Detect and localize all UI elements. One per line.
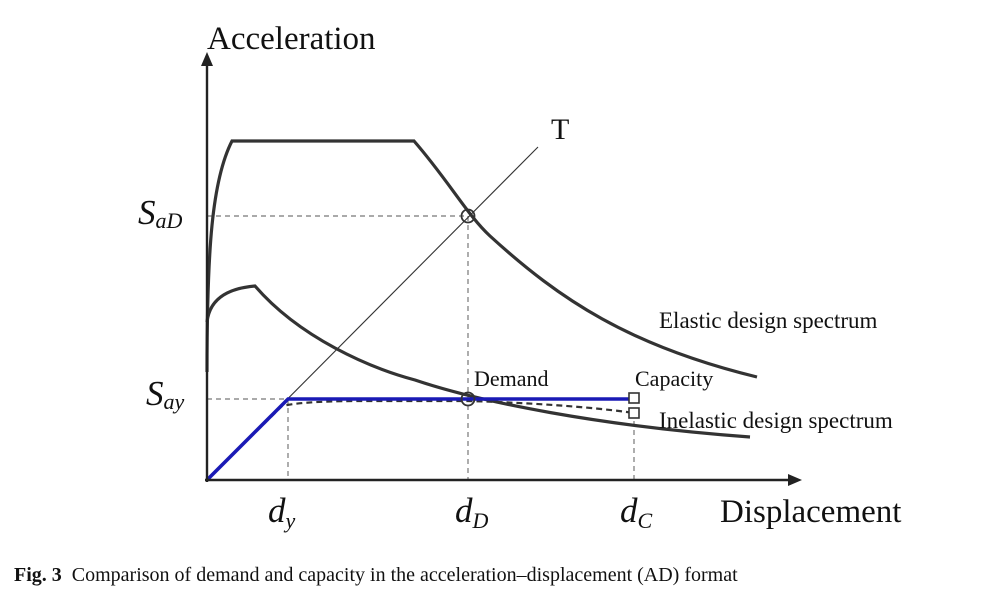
capacity-label: Capacity [635,366,713,391]
x-axis-title: Displacement [720,494,901,530]
figure-number: Fig. 3 [14,564,62,586]
say-tick-label: Say [146,374,185,414]
capacity-point-marker [628,392,640,404]
elastic-spectrum-label: Elastic design spectrum [659,308,878,333]
axes [205,62,790,482]
period-line-label: T [551,113,569,146]
dc-tick-label: dC [620,491,653,533]
dy-tick-label: dy [268,491,296,533]
caption-text: Comparison of demand and capacity in the… [71,564,738,586]
figure-caption: Fig. 3 Comparison of demand and capacity … [14,564,738,587]
ad-format-diagram: Acceleration Displacement T Elastic desi… [138,21,901,533]
degraded-capacity-point-marker [628,407,640,419]
x-axis-arrowhead [788,474,802,486]
degrading-capacity-curve [206,399,635,481]
dd-tick-label: dD [455,491,489,533]
capacity-curve [205,397,634,482]
elastic-design-spectrum-curve [205,139,758,379]
sad-tick-label: SaD [138,193,183,233]
demand-point-marker [460,391,476,407]
elastic-demand-point-marker [460,208,476,224]
inelastic-design-spectrum-curve [205,284,751,439]
y-axis-arrowhead [201,52,213,66]
y-axis-title: Acceleration [207,21,376,57]
inelastic-spectrum-label: Inelastic design spectrum [659,408,893,433]
guide-lines [207,215,635,480]
demand-label: Demand [474,366,549,391]
